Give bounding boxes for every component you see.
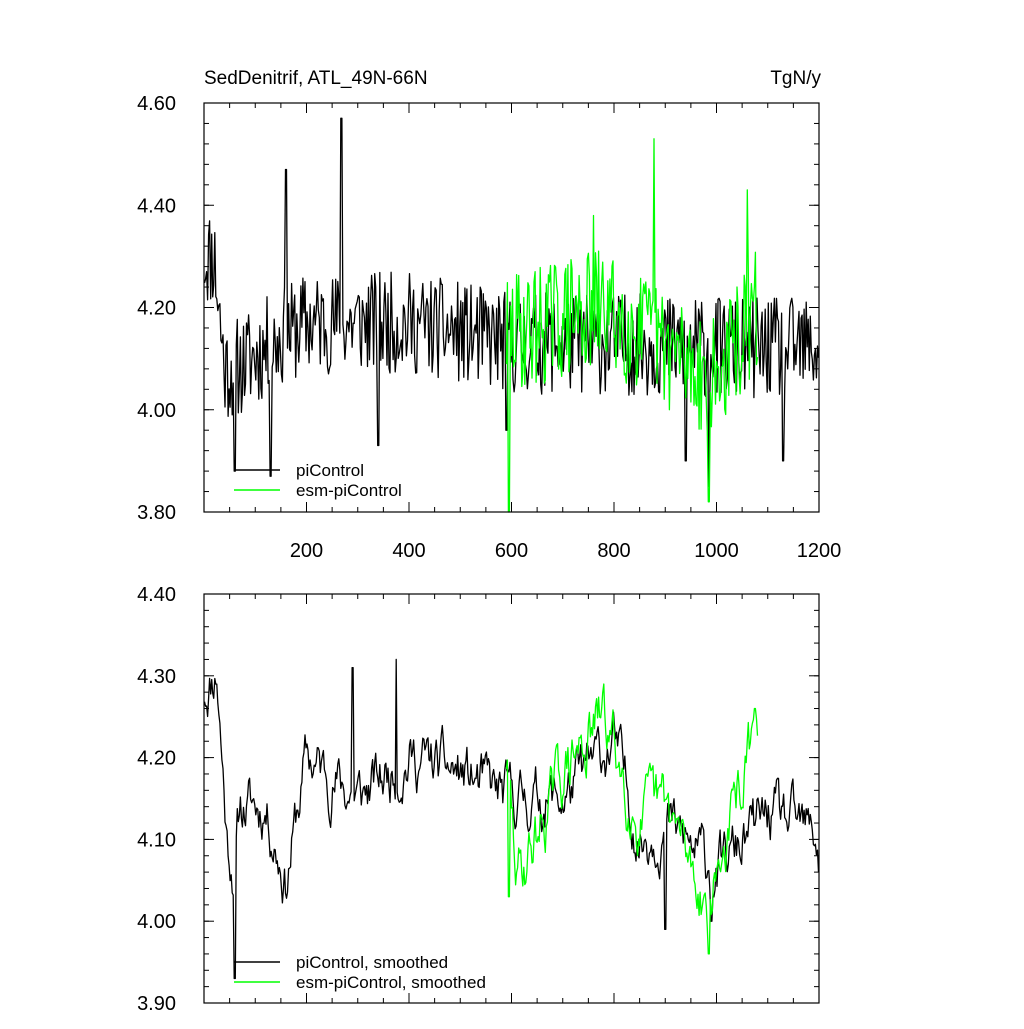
top-legend: piControl esm-piControl (234, 461, 402, 500)
y-tick-label: 3.90 (137, 993, 176, 1015)
top-panel: SedDenitrif, ATL_49N-66N TgN/y 4.604.404… (137, 68, 841, 562)
series-line-esm-picontrol (505, 138, 759, 513)
series-line-picontrol (203, 117, 820, 488)
y-tick-label: 4.40 (137, 584, 176, 606)
series-line-esm-picontrol-smoothed (505, 683, 759, 955)
legend-label-picontrol-smoothed: piControl, smoothed (296, 953, 448, 972)
y-tick-label: 4.20 (137, 298, 176, 320)
bottom-plot-area (203, 658, 820, 980)
y-tick-label: 4.20 (137, 748, 176, 770)
x-tick-label: 800 (597, 540, 630, 562)
units-label: TgN/y (770, 68, 821, 89)
legend-label-esm-picontrol: esm-piControl (296, 481, 402, 500)
x-tick-label: 400 (392, 540, 425, 562)
y-tick-label: 4.10 (137, 829, 176, 851)
top-plot-frame (203, 102, 820, 513)
series-line-picontrol-smoothed (203, 658, 820, 980)
bottom-legend: piControl, smoothed esm-piControl, smoot… (234, 953, 486, 992)
y-tick-label: 4.30 (137, 666, 176, 688)
chart-title: SedDenitrif, ATL_49N-66N (204, 68, 428, 89)
bottom-axis-ticks: 4.40 4.30 4.20 4.10 4.00 3.90 (137, 584, 820, 1015)
y-tick-label: 4.40 (137, 195, 176, 217)
y-tick-label: 3.80 (137, 502, 176, 524)
x-tick-label: 1200 (797, 540, 842, 562)
legend-label-esm-picontrol-smoothed: esm-piControl, smoothed (296, 973, 486, 992)
y-tick-label: 4.00 (137, 400, 176, 422)
x-tick-label: 1000 (694, 540, 739, 562)
top-plot-area (203, 117, 820, 513)
y-tick-label: 4.00 (137, 911, 176, 933)
legend-label-picontrol: piControl (296, 461, 364, 480)
top-axis-ticks: 4.60 4.40 4.20 4.00 3.80 200 400 600 800 1000 1200 (137, 93, 841, 562)
bottom-panel: 4.40 4.30 4.20 4.10 4.00 3.90 piControl, smoo… (137, 584, 820, 1015)
y-tick-label: 4.60 (137, 93, 176, 115)
x-tick-label: 200 (290, 540, 323, 562)
x-tick-label: 600 (495, 540, 528, 562)
